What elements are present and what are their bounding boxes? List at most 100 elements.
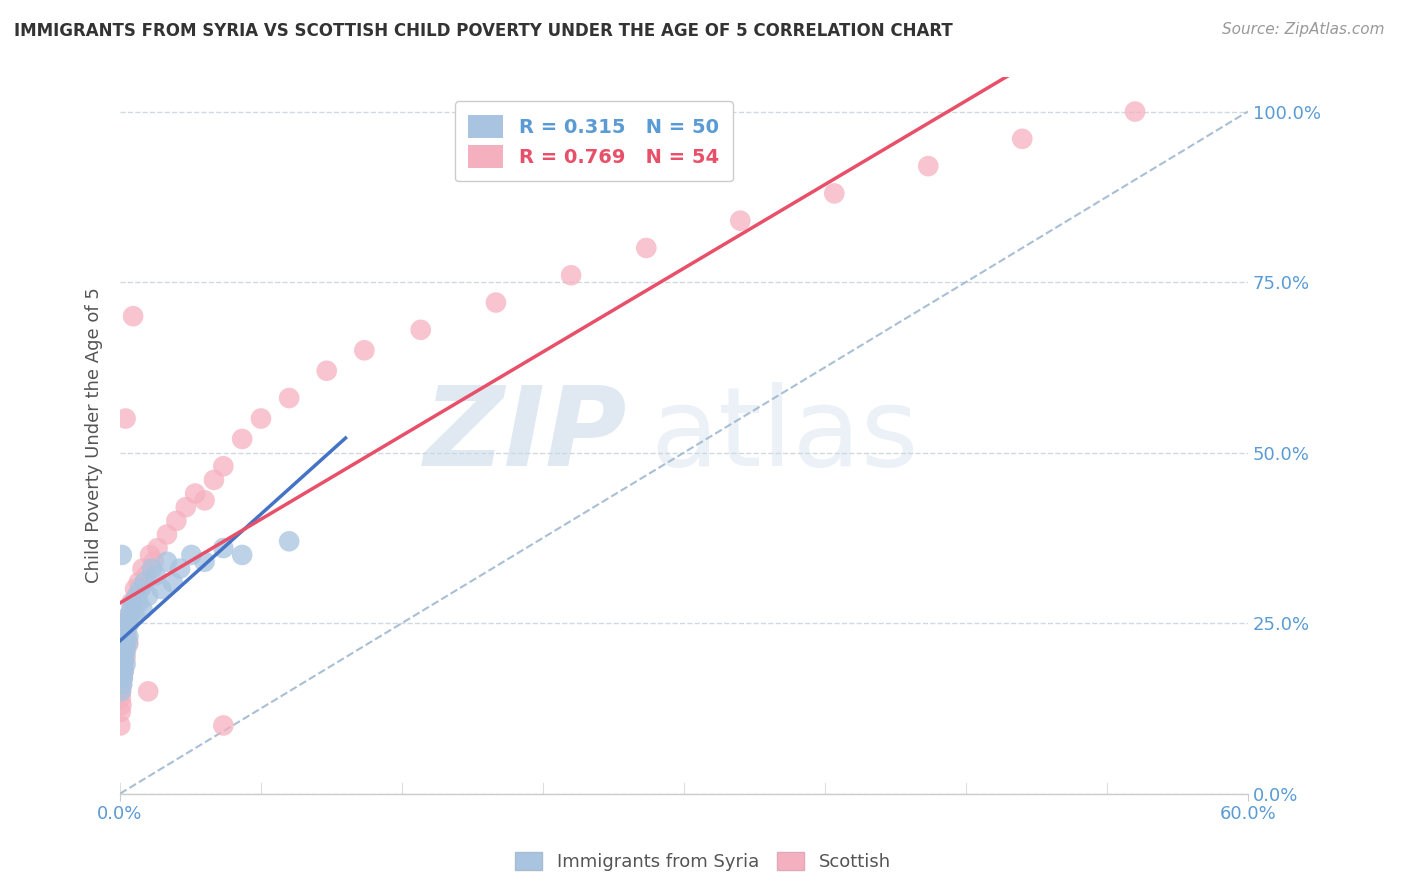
Text: ZIP: ZIP — [425, 382, 627, 489]
Point — [111, 664, 134, 678]
Point — [1123, 104, 1146, 119]
Point — [111, 664, 134, 678]
Text: IMMIGRANTS FROM SYRIA VS SCOTTISH CHILD POVERTY UNDER THE AGE OF 5 CORRELATION C: IMMIGRANTS FROM SYRIA VS SCOTTISH CHILD … — [14, 22, 953, 40]
Text: atlas: atlas — [650, 382, 918, 489]
Point — [111, 650, 134, 665]
Point — [111, 650, 134, 665]
Point — [111, 677, 134, 691]
Point — [231, 548, 253, 562]
Point — [145, 568, 167, 582]
Point — [110, 657, 132, 671]
Point — [231, 432, 253, 446]
Point — [111, 630, 134, 644]
Point — [128, 596, 150, 610]
Point — [117, 637, 139, 651]
Point — [124, 582, 146, 596]
Point — [112, 664, 135, 678]
Point — [112, 637, 135, 651]
Point — [115, 630, 138, 644]
Point — [146, 541, 169, 555]
Point — [110, 684, 132, 698]
Point — [112, 643, 135, 657]
Point — [180, 548, 202, 562]
Point — [131, 602, 153, 616]
Point — [128, 575, 150, 590]
Point — [129, 582, 152, 596]
Point — [131, 561, 153, 575]
Point — [114, 411, 136, 425]
Point — [110, 684, 132, 698]
Point — [114, 623, 136, 637]
Point — [156, 527, 179, 541]
Point — [174, 500, 197, 515]
Point — [917, 159, 939, 173]
Point — [112, 657, 135, 671]
Point — [122, 602, 145, 616]
Point — [125, 589, 148, 603]
Point — [114, 643, 136, 657]
Point — [114, 637, 136, 651]
Point — [165, 514, 187, 528]
Legend: R = 0.315   N = 50, R = 0.769   N = 54: R = 0.315 N = 50, R = 0.769 N = 54 — [454, 102, 733, 181]
Point — [112, 650, 135, 665]
Point — [115, 623, 138, 637]
Point — [122, 309, 145, 323]
Point — [730, 213, 752, 227]
Point — [212, 459, 235, 474]
Point — [202, 473, 225, 487]
Point — [315, 364, 337, 378]
Point — [136, 684, 159, 698]
Legend: Immigrants from Syria, Scottish: Immigrants from Syria, Scottish — [508, 845, 898, 879]
Point — [124, 609, 146, 624]
Point — [111, 657, 134, 671]
Point — [117, 609, 139, 624]
Point — [278, 391, 301, 405]
Point — [112, 664, 135, 678]
Point — [110, 705, 132, 719]
Point — [115, 643, 138, 657]
Point — [111, 643, 134, 657]
Point — [193, 555, 215, 569]
Point — [120, 596, 142, 610]
Point — [110, 664, 132, 678]
Point — [120, 602, 142, 616]
Point — [136, 589, 159, 603]
Point — [110, 691, 132, 706]
Point — [117, 630, 139, 644]
Point — [112, 630, 135, 644]
Point — [184, 486, 207, 500]
Point — [111, 548, 134, 562]
Point — [353, 343, 375, 358]
Point — [150, 582, 173, 596]
Point — [250, 411, 273, 425]
Point — [142, 555, 165, 569]
Point — [112, 637, 135, 651]
Point — [118, 609, 141, 624]
Point — [114, 650, 136, 665]
Point — [560, 268, 582, 283]
Point — [110, 650, 132, 665]
Point — [636, 241, 658, 255]
Point — [117, 637, 139, 651]
Point — [278, 534, 301, 549]
Point — [1011, 132, 1033, 146]
Y-axis label: Child Poverty Under the Age of 5: Child Poverty Under the Age of 5 — [86, 287, 103, 583]
Point — [111, 671, 134, 685]
Point — [156, 555, 179, 569]
Point — [485, 295, 508, 310]
Point — [118, 616, 141, 631]
Point — [135, 568, 157, 582]
Point — [117, 616, 139, 631]
Point — [141, 561, 163, 575]
Point — [169, 561, 191, 575]
Point — [111, 677, 134, 691]
Point — [134, 575, 156, 590]
Point — [193, 493, 215, 508]
Point — [111, 623, 134, 637]
Point — [114, 616, 136, 631]
Point — [111, 671, 134, 685]
Point — [112, 616, 135, 631]
Point — [122, 596, 145, 610]
Point — [110, 698, 132, 712]
Point — [110, 671, 132, 685]
